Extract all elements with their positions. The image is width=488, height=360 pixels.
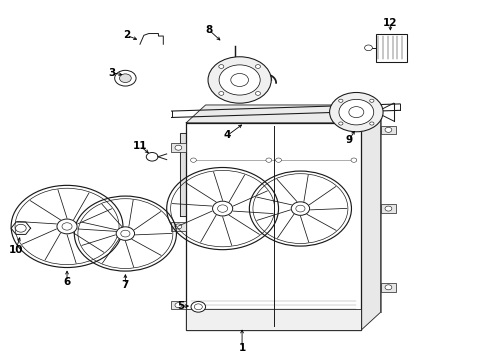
- Circle shape: [369, 99, 373, 102]
- Circle shape: [207, 57, 271, 103]
- Bar: [380, 283, 395, 292]
- Text: 1: 1: [238, 343, 245, 353]
- Circle shape: [175, 145, 182, 150]
- Circle shape: [255, 65, 260, 68]
- Text: 7: 7: [122, 280, 129, 290]
- Polygon shape: [180, 133, 186, 216]
- Text: 3: 3: [108, 68, 116, 78]
- Circle shape: [116, 227, 134, 240]
- Bar: [170, 301, 186, 310]
- Circle shape: [384, 127, 391, 132]
- Circle shape: [175, 224, 182, 229]
- Circle shape: [338, 99, 342, 102]
- Bar: [380, 204, 395, 213]
- Circle shape: [212, 201, 232, 216]
- Text: 2: 2: [123, 30, 130, 40]
- Text: 10: 10: [9, 245, 23, 255]
- Text: 6: 6: [63, 277, 70, 287]
- Bar: [375, 33, 407, 62]
- Circle shape: [146, 153, 158, 161]
- Circle shape: [175, 303, 182, 308]
- Text: 12: 12: [382, 18, 397, 28]
- Bar: [380, 126, 395, 134]
- Circle shape: [348, 107, 363, 118]
- Circle shape: [265, 158, 271, 162]
- Polygon shape: [186, 105, 380, 123]
- Circle shape: [350, 158, 356, 162]
- Circle shape: [57, 219, 77, 234]
- Circle shape: [191, 301, 205, 312]
- Circle shape: [255, 91, 260, 95]
- Text: 8: 8: [205, 25, 212, 35]
- Bar: [186, 309, 361, 330]
- Text: 11: 11: [132, 141, 147, 151]
- Circle shape: [275, 158, 281, 162]
- Circle shape: [291, 202, 309, 215]
- Circle shape: [369, 122, 373, 125]
- Circle shape: [230, 73, 248, 86]
- Text: 5: 5: [176, 301, 183, 311]
- Circle shape: [384, 285, 391, 290]
- Circle shape: [338, 122, 342, 125]
- Text: 9: 9: [345, 135, 352, 145]
- Polygon shape: [361, 105, 380, 330]
- Circle shape: [218, 65, 224, 68]
- Bar: [170, 143, 186, 152]
- Bar: [170, 222, 186, 231]
- Circle shape: [364, 45, 372, 51]
- Circle shape: [338, 99, 373, 125]
- Circle shape: [219, 65, 260, 95]
- Text: 4: 4: [224, 130, 231, 140]
- Bar: [186, 123, 361, 330]
- Circle shape: [218, 91, 224, 95]
- Bar: [205, 105, 380, 312]
- Circle shape: [115, 70, 136, 86]
- Circle shape: [329, 93, 382, 132]
- Circle shape: [119, 74, 131, 82]
- Circle shape: [190, 158, 196, 162]
- Circle shape: [384, 206, 391, 211]
